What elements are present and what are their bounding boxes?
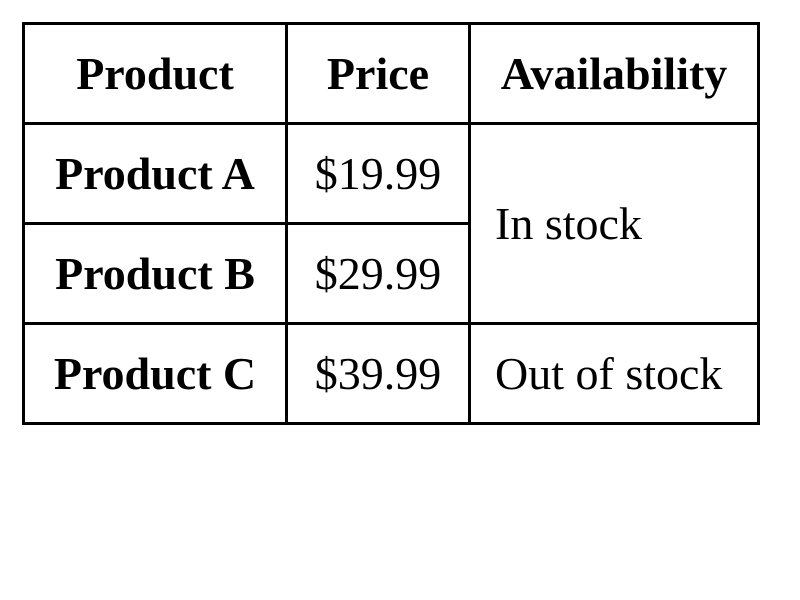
- table-row: Product B $29.99: [22, 222, 759, 325]
- product-table: Product Price Availability Product A $19…: [22, 22, 760, 425]
- availability-cell: In stock: [468, 122, 760, 325]
- table-row: Product A $19.99 In stock: [22, 122, 760, 325]
- product-name-cell: Product B: [22, 222, 288, 325]
- product-name-cell: Product A: [22, 122, 288, 225]
- table-row: Product C $39.99 Out of stock: [22, 322, 760, 425]
- table-body: Product A $19.99 In stock Product B $29.…: [22, 122, 760, 425]
- availability-cell: Out of stock: [468, 322, 760, 425]
- header-availability: Availability: [468, 22, 760, 125]
- header-row: Product Price Availability: [22, 22, 760, 125]
- table-header: Product Price Availability: [22, 22, 760, 125]
- price-cell: $39.99: [285, 322, 471, 425]
- product-table-container: Product Price Availability Product A $19…: [22, 22, 760, 425]
- header-product: Product: [22, 22, 288, 125]
- header-price: Price: [285, 22, 471, 125]
- product-name-cell: Product C: [22, 322, 288, 425]
- price-cell: $29.99: [285, 222, 471, 325]
- price-cell: $19.99: [285, 122, 471, 225]
